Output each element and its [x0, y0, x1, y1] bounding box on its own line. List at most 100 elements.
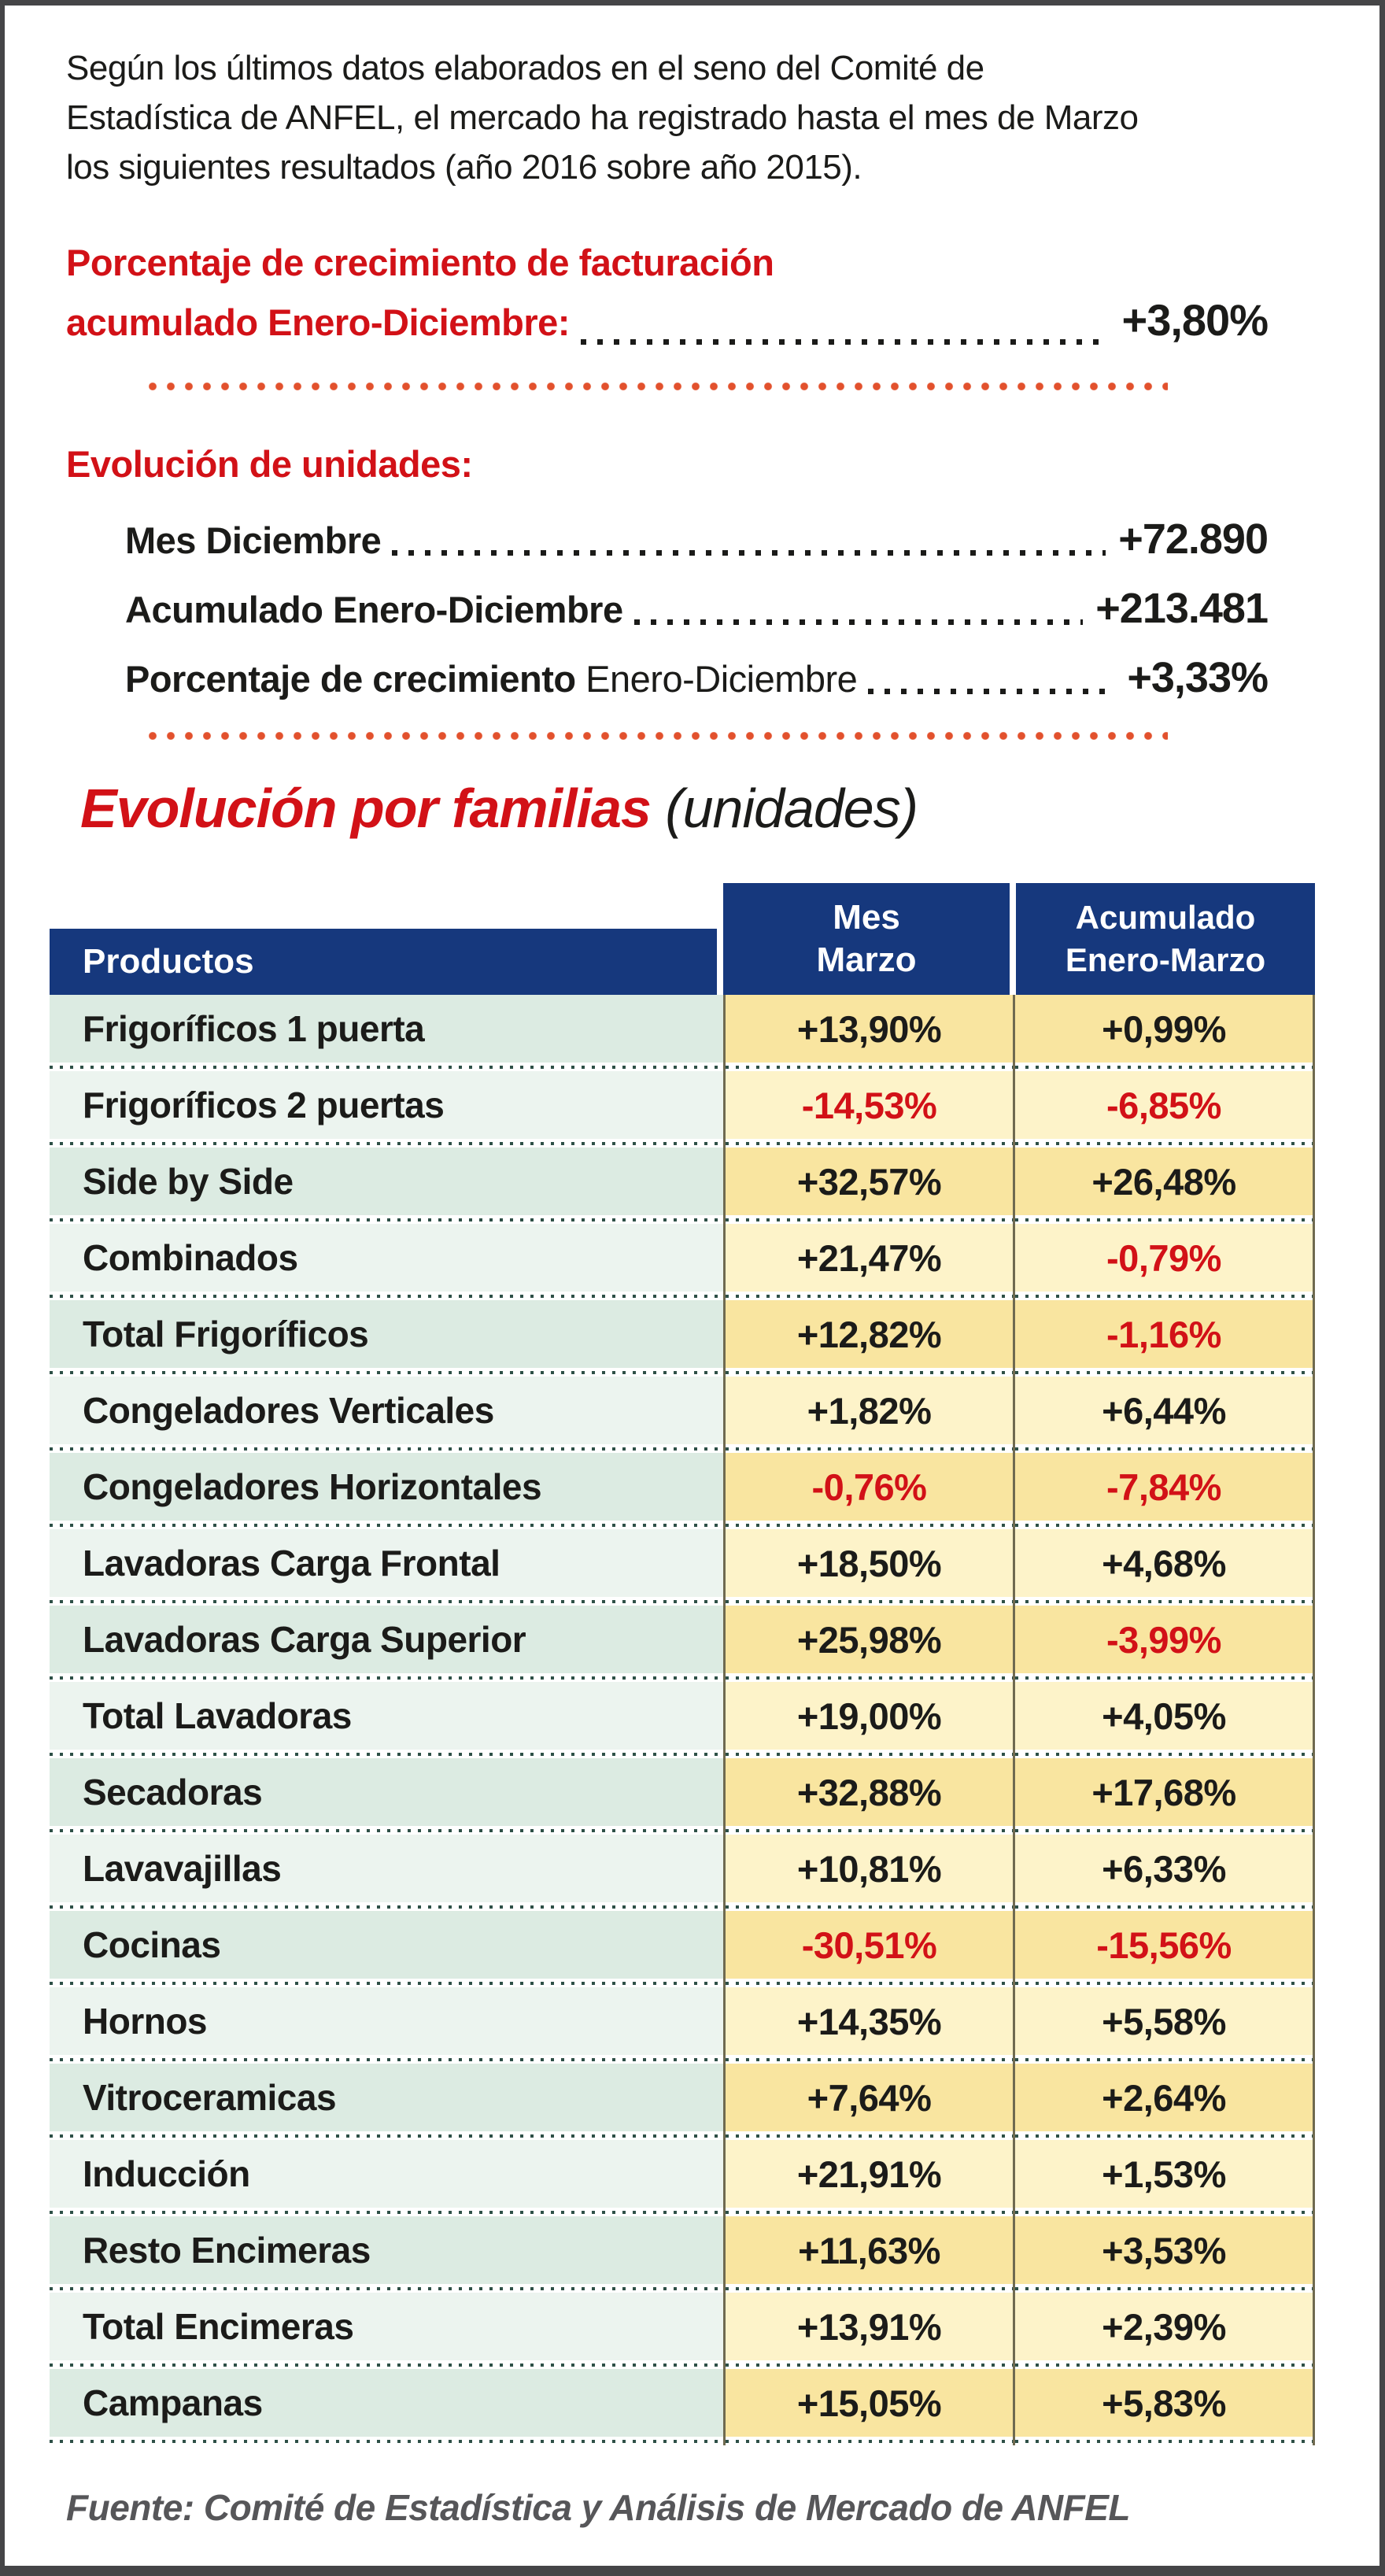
separator-acumulado-segment [1013, 1444, 1315, 1453]
header-mes-marzo: Mes Marzo [723, 883, 1010, 995]
separator-mes-segment [723, 1521, 1013, 1529]
separator-acumulado-segment [1013, 1673, 1315, 1682]
acumulado-cell: +6,44% [1013, 1377, 1315, 1444]
row-separator [50, 1444, 1315, 1453]
separator-product-segment [50, 1292, 723, 1300]
separator-acumulado-segment [1013, 1139, 1315, 1148]
acumulado-cell: -3,99% [1013, 1606, 1315, 1673]
separator-mes-segment [723, 1673, 1013, 1682]
row-separator [50, 2360, 1315, 2369]
units-row-value: +213.481 [1095, 585, 1269, 632]
billing-heading-line1: Porcentaje de crecimiento de facturación [66, 242, 774, 283]
row-separator [50, 1521, 1315, 1529]
row-separator [50, 2131, 1315, 2140]
mes-marzo-cell: +21,91% [723, 2140, 1013, 2208]
dot-leader [868, 689, 1115, 694]
product-cell: Hornos [50, 1987, 723, 2055]
table-row: Secadoras +32,88% +17,68% [50, 1758, 1315, 1826]
row-separator [50, 1215, 1315, 1224]
separator-mes-segment [723, 2360, 1013, 2369]
row-separator [50, 1902, 1315, 1911]
table-row: Vitroceramicas +7,64% +2,64% [50, 2064, 1315, 2131]
table-row: Combinados +21,47% -0,79% [50, 1224, 1315, 1292]
table-row: Frigoríficos 1 puerta +13,90% +0,99% [50, 995, 1315, 1063]
mes-marzo-cell: +12,82% [723, 1300, 1013, 1368]
separator-mes-segment [723, 2208, 1013, 2216]
table-row: Lavavajillas +10,81% +6,33% [50, 1835, 1315, 1902]
separator-product-segment [50, 2055, 723, 2064]
header-acumulado: Acumulado Enero-Marzo [1016, 883, 1315, 995]
mes-marzo-cell: +19,00% [723, 1682, 1013, 1750]
separator-acumulado-segment [1013, 1521, 1315, 1529]
dot-leader [580, 339, 1110, 345]
table-row: Resto Encimeras +11,63% +3,53% [50, 2216, 1315, 2284]
acumulado-cell: +17,68% [1013, 1758, 1315, 1826]
separator-acumulado-segment [1013, 1826, 1315, 1835]
mes-marzo-cell: +32,88% [723, 1758, 1013, 1826]
families-title-units: (unidades) [650, 778, 918, 839]
separator-acumulado-segment [1013, 1368, 1315, 1377]
families-table: Productos Mes Marzo Acumulado Enero-Marz… [50, 883, 1315, 2445]
acumulado-cell: +3,53% [1013, 2216, 1315, 2284]
separator-product-segment [50, 1826, 723, 1835]
separator-product-segment [50, 1521, 723, 1529]
separator-product-segment [50, 2131, 723, 2140]
separator-acumulado-segment [1013, 2437, 1315, 2445]
acumulado-cell: +4,05% [1013, 1682, 1315, 1750]
dot-leader [633, 619, 1084, 625]
table-row: Total Encimeras +13,91% +2,39% [50, 2293, 1315, 2360]
intro-line-3: los siguientes resultados (año 2016 sobr… [66, 148, 862, 187]
separator-product-segment [50, 1368, 723, 1377]
billing-value: +3,80% [1121, 295, 1269, 345]
table-row: Congeladores Verticales +1,82% +6,44% [50, 1377, 1315, 1444]
acumulado-cell: -15,56% [1013, 1911, 1315, 1979]
row-separator [50, 1750, 1315, 1758]
row-separator [50, 1673, 1315, 1682]
separator-mes-segment [723, 1826, 1013, 1835]
product-cell: Lavadoras Carga Frontal [50, 1529, 723, 1597]
product-cell: Frigoríficos 1 puerta [50, 995, 723, 1063]
table-row: Hornos +14,35% +5,58% [50, 1987, 1315, 2055]
separator-mes-segment [723, 2284, 1013, 2293]
table-row: Congeladores Horizontales -0,76% -7,84% [50, 1453, 1315, 1521]
row-separator [50, 2055, 1315, 2064]
product-cell: Total Encimeras [50, 2293, 723, 2360]
separator-acumulado-segment [1013, 2284, 1315, 2293]
separator-mes-segment [723, 1444, 1013, 1453]
separator-product-segment [50, 1139, 723, 1148]
orange-dotted-separator [149, 732, 1168, 740]
product-cell: Lavadoras Carga Superior [50, 1606, 723, 1673]
units-row-accumulated: Acumulado Enero-Diciembre +213.481 [125, 584, 1269, 633]
units-row-growth-pct: Porcentaje de crecimiento Enero-Diciembr… [125, 654, 1269, 701]
separator-product-segment [50, 1063, 723, 1071]
table-row: Campanas +15,05% +5,83% [50, 2369, 1315, 2437]
source-footer: Fuente: Comité de Estadística y Análisis… [66, 2487, 1131, 2528]
intro-line-2: Estadística de ANFEL, el mercado ha regi… [66, 98, 1139, 137]
product-cell: Vitroceramicas [50, 2064, 723, 2131]
separator-mes-segment [723, 2055, 1013, 2064]
acumulado-cell: +1,53% [1013, 2140, 1315, 2208]
separator-mes-segment [723, 1979, 1013, 1987]
separator-product-segment [50, 1902, 723, 1911]
mes-marzo-cell: -30,51% [723, 1911, 1013, 1979]
row-separator [50, 1292, 1315, 1300]
row-separator [50, 1597, 1315, 1606]
units-row-label: Acumulado Enero-Diciembre [125, 589, 623, 630]
billing-heading-line2: acumulado Enero-Diciembre: [66, 301, 570, 343]
separator-mes-segment [723, 1902, 1013, 1911]
mes-marzo-cell: +25,98% [723, 1606, 1013, 1673]
separator-acumulado-segment [1013, 2360, 1315, 2369]
acumulado-cell: -1,16% [1013, 1300, 1315, 1368]
separator-mes-segment [723, 1215, 1013, 1224]
acumulado-cell: +5,83% [1013, 2369, 1315, 2437]
separator-product-segment [50, 1979, 723, 1987]
mes-marzo-cell: +15,05% [723, 2369, 1013, 2437]
acumulado-cell: +0,99% [1013, 995, 1315, 1063]
acumulado-cell: +2,39% [1013, 2293, 1315, 2360]
product-cell: Total Lavadoras [50, 1682, 723, 1750]
row-separator [50, 2437, 1315, 2445]
product-cell: Frigoríficos 2 puertas [50, 1071, 723, 1139]
product-cell: Campanas [50, 2369, 723, 2437]
table-row: Lavadoras Carga Frontal +18,50% +4,68% [50, 1529, 1315, 1597]
